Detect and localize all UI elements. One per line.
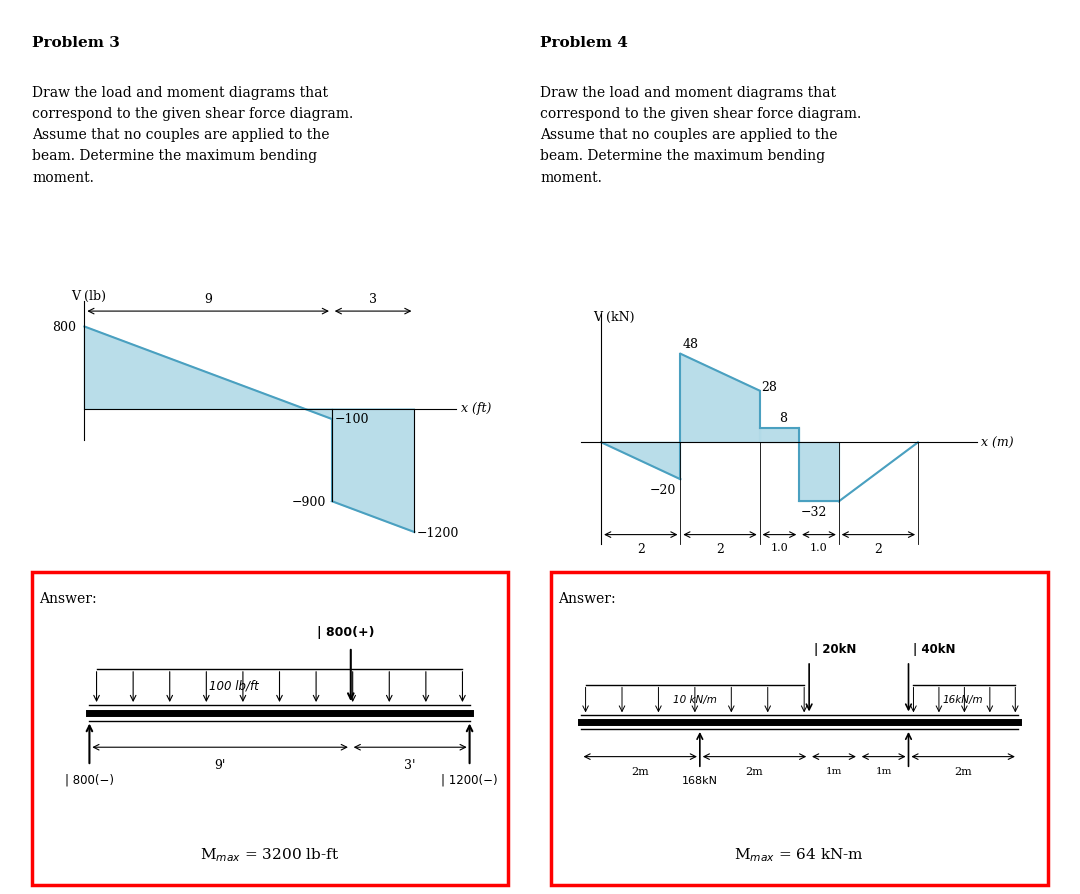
- Text: M$_{max}$ = 3200 lb-ft: M$_{max}$ = 3200 lb-ft: [201, 846, 339, 864]
- Text: 800: 800: [52, 321, 77, 333]
- Text: Draw the load and moment diagrams that
correspond to the given shear force diagr: Draw the load and moment diagrams that c…: [32, 86, 353, 184]
- Text: −1200: −1200: [417, 526, 459, 539]
- Polygon shape: [602, 443, 680, 480]
- Text: 1.0: 1.0: [770, 543, 788, 552]
- Text: 3': 3': [404, 758, 416, 772]
- Text: 2: 2: [875, 543, 882, 555]
- Text: −900: −900: [292, 495, 326, 508]
- Text: Answer:: Answer:: [558, 591, 616, 605]
- Text: 3: 3: [369, 292, 377, 306]
- Text: 9: 9: [204, 292, 212, 306]
- Text: 2m: 2m: [745, 766, 764, 776]
- Text: Draw the load and moment diagrams that
correspond to the given shear force diagr: Draw the load and moment diagrams that c…: [540, 86, 861, 184]
- Text: M$_{max}$ = 64 kN-m: M$_{max}$ = 64 kN-m: [734, 846, 864, 864]
- Text: x (m): x (m): [982, 436, 1014, 450]
- Polygon shape: [332, 409, 415, 533]
- Text: V (lb): V (lb): [70, 290, 106, 303]
- Text: | 800(−): | 800(−): [65, 772, 113, 786]
- Text: V (kN): V (kN): [593, 311, 635, 324]
- Text: Answer:: Answer:: [40, 591, 97, 605]
- Text: Problem 3: Problem 3: [32, 36, 120, 50]
- Text: 48: 48: [683, 338, 699, 350]
- Text: 1.0: 1.0: [810, 543, 828, 552]
- Text: 2: 2: [716, 543, 724, 555]
- Text: 168kN: 168kN: [681, 775, 718, 786]
- Text: 2m: 2m: [632, 766, 649, 776]
- Text: −32: −32: [801, 505, 827, 519]
- Text: −100: −100: [335, 413, 369, 426]
- Text: | 1200(−): | 1200(−): [442, 772, 498, 786]
- Text: −20: −20: [650, 484, 676, 496]
- Polygon shape: [84, 327, 332, 419]
- Text: 9': 9': [215, 758, 226, 772]
- Text: | 40kN: | 40kN: [914, 642, 956, 655]
- Text: 8: 8: [780, 411, 787, 425]
- Polygon shape: [799, 443, 839, 502]
- Text: 1m: 1m: [826, 766, 842, 775]
- Text: 2: 2: [637, 543, 645, 555]
- Text: 100 lb/ft: 100 lb/ft: [210, 679, 259, 691]
- Text: 16kN/m: 16kN/m: [943, 694, 984, 704]
- Text: 2m: 2m: [955, 766, 972, 776]
- Text: 10 kN/m: 10 kN/m: [673, 694, 717, 704]
- Text: 28: 28: [761, 381, 778, 394]
- Polygon shape: [680, 354, 759, 443]
- Polygon shape: [759, 428, 799, 443]
- Polygon shape: [839, 443, 918, 502]
- Text: 1m: 1m: [876, 766, 892, 775]
- Text: | 800(+): | 800(+): [318, 625, 375, 638]
- Text: Problem 4: Problem 4: [540, 36, 627, 50]
- Text: x (ft): x (ft): [461, 401, 491, 415]
- Text: | 20kN: | 20kN: [814, 642, 856, 655]
